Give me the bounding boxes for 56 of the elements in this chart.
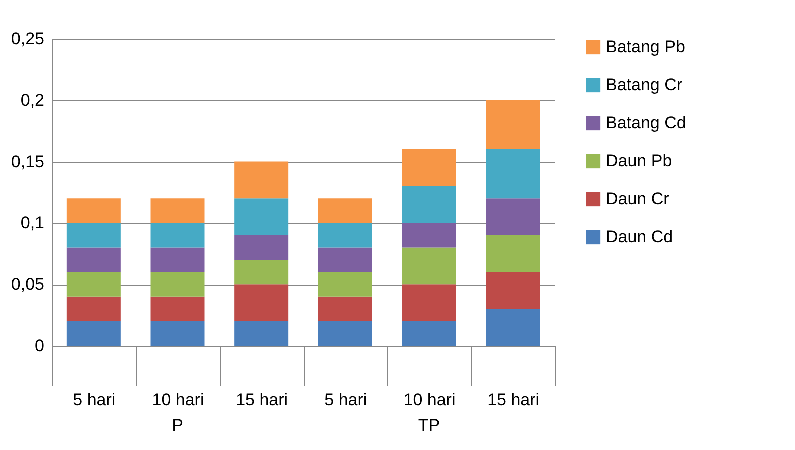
bar: [402, 223, 456, 248]
legend-label: Batang Cd: [606, 114, 686, 132]
text: TP: [418, 416, 440, 435]
x-tick-label: 10 hari: [152, 390, 204, 410]
bar: [486, 100, 540, 150]
bar: [486, 235, 540, 272]
bar: [318, 223, 372, 248]
bar: [234, 235, 289, 260]
bar: [66, 272, 121, 297]
bar: [150, 272, 205, 297]
bar: [318, 272, 372, 297]
bar: [318, 248, 372, 272]
bar: [150, 198, 205, 224]
text: P: [172, 416, 184, 435]
bar: [234, 198, 289, 236]
y-tick-label: 0: [35, 336, 44, 356]
x-tick-label: 15 hari: [488, 390, 540, 410]
y-tick-label: 0,05: [11, 275, 44, 294]
legend-label: Daun Pb: [606, 152, 672, 170]
legend-label: Batang Pb: [606, 38, 686, 56]
bar: [486, 198, 540, 236]
bar: [150, 248, 205, 272]
y-tick-label: 0,2: [20, 90, 44, 110]
bar: [318, 296, 372, 322]
bar: [234, 321, 289, 346]
bar: [150, 321, 205, 346]
y-tick-label: 0,1: [20, 214, 44, 233]
bar: [150, 296, 205, 322]
bar: [318, 198, 372, 224]
bar: [486, 150, 540, 199]
bar: [66, 248, 121, 272]
bar: [486, 309, 540, 346]
legend-label: Daun Cr: [606, 190, 670, 208]
bar: [402, 150, 456, 186]
y-tick-label: 0,25: [11, 30, 44, 48]
bar: [66, 296, 121, 322]
x-tick-label: 15 hari: [236, 390, 288, 410]
bar: [402, 284, 456, 322]
bar: [66, 223, 121, 248]
bar: [234, 260, 289, 285]
bar: [402, 186, 456, 224]
bar: [318, 321, 372, 346]
legend-label: Daun Cd: [606, 228, 674, 246]
bar: [234, 162, 289, 199]
bar: [402, 248, 456, 285]
bar: [234, 284, 289, 322]
bar: [402, 321, 456, 346]
x-tick-label: 10 hari: [404, 390, 456, 410]
bar: [150, 223, 205, 248]
bar: [66, 321, 121, 346]
x-tick-label: 5 hari: [324, 390, 368, 410]
legend-label: Batang Cr: [606, 76, 683, 94]
y-tick-label: 0,15: [11, 152, 44, 172]
x-tick-label: 5 hari: [73, 390, 116, 410]
bar: [486, 272, 540, 310]
bar: [66, 198, 121, 224]
